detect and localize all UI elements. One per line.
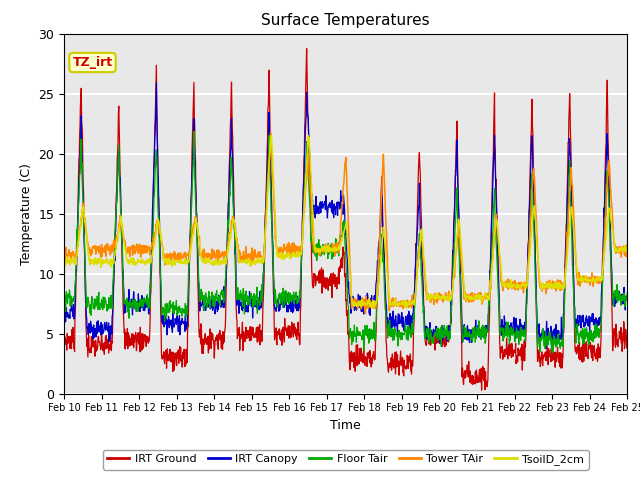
IRT Ground — [303, 46, 310, 51]
IRT Ground — [623, 342, 631, 348]
TsoilD_2cm — [305, 132, 312, 138]
Floor Tair — [249, 294, 257, 300]
TsoilD_2cm — [248, 259, 256, 264]
Tower TAir — [248, 252, 256, 258]
IRT Canopy — [623, 297, 631, 302]
Line: TsoilD_2cm: TsoilD_2cm — [64, 135, 627, 308]
IRT Canopy — [60, 325, 68, 331]
Tower TAir — [557, 281, 565, 287]
TsoilD_2cm — [186, 257, 193, 263]
IRT Canopy — [186, 245, 193, 251]
IRT Canopy — [433, 329, 441, 335]
IRT Canopy — [557, 329, 565, 335]
Tower TAir — [172, 257, 179, 263]
TsoilD_2cm — [403, 305, 411, 311]
IRT Canopy — [507, 320, 515, 325]
Floor Tair — [623, 290, 631, 296]
Floor Tair — [548, 350, 556, 356]
Tower TAir — [60, 254, 68, 260]
IRT Ground — [172, 355, 179, 361]
TsoilD_2cm — [623, 245, 631, 251]
Tower TAir — [362, 311, 369, 316]
TsoilD_2cm — [434, 291, 442, 297]
Floor Tair — [557, 340, 565, 346]
IRT Canopy — [152, 80, 160, 85]
Tower TAir — [623, 247, 631, 253]
Y-axis label: Temperature (C): Temperature (C) — [20, 163, 33, 264]
IRT Ground — [557, 365, 565, 371]
Tower TAir — [508, 284, 515, 290]
Title: Surface Temperatures: Surface Temperatures — [261, 13, 430, 28]
Floor Tair — [433, 330, 441, 336]
Tower TAir — [267, 130, 275, 136]
Line: Tower TAir: Tower TAir — [64, 133, 627, 313]
Text: TZ_irt: TZ_irt — [72, 56, 113, 69]
Tower TAir — [186, 250, 193, 256]
IRT Canopy — [249, 315, 257, 321]
Floor Tair — [190, 128, 198, 134]
IRT Ground — [433, 336, 441, 342]
IRT Ground — [186, 267, 193, 273]
IRT Canopy — [172, 317, 180, 323]
Floor Tair — [172, 307, 179, 312]
TsoilD_2cm — [557, 282, 565, 288]
Floor Tair — [507, 324, 515, 330]
X-axis label: Time: Time — [330, 419, 361, 432]
IRT Ground — [60, 326, 68, 332]
TsoilD_2cm — [508, 284, 515, 289]
TsoilD_2cm — [172, 258, 179, 264]
TsoilD_2cm — [60, 257, 68, 263]
IRT Ground — [248, 325, 256, 331]
Tower TAir — [434, 292, 442, 298]
IRT Ground — [478, 387, 486, 393]
IRT Canopy — [542, 346, 550, 352]
Line: IRT Ground: IRT Ground — [64, 48, 627, 390]
Floor Tair — [60, 285, 68, 290]
Line: Floor Tair: Floor Tair — [64, 131, 627, 353]
Floor Tair — [186, 263, 193, 268]
IRT Ground — [508, 355, 515, 360]
Line: IRT Canopy: IRT Canopy — [64, 83, 627, 349]
Legend: IRT Ground, IRT Canopy, Floor Tair, Tower TAir, TsoilD_2cm: IRT Ground, IRT Canopy, Floor Tair, Towe… — [102, 450, 589, 469]
